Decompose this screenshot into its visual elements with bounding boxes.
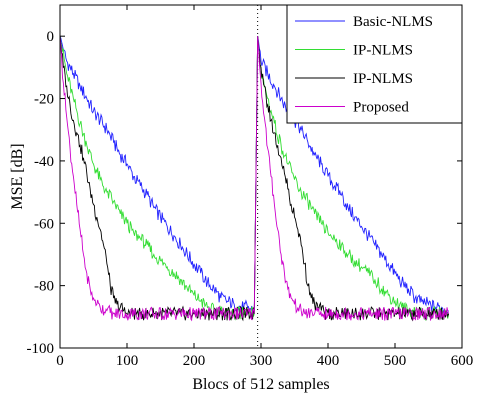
legend-label-3: Proposed [353,100,409,116]
x-tick-label-4: 400 [317,353,340,369]
x-tick-label-5: 500 [384,353,407,369]
y-tick-label-4: -80 [34,279,54,295]
x-tick-label-2: 200 [183,353,206,369]
series-line-3 [60,36,450,322]
x-tick-label-6: 600 [451,353,474,369]
x-axis-title: Blocs of 512 samples [192,376,329,393]
x-tick-label-1: 100 [116,353,139,369]
y-tick-label-2: -40 [34,154,54,170]
y-tick-label-0: 0 [47,29,55,45]
y-tick-label-3: -60 [34,216,54,232]
legend-label-0: Basic-NLMS [353,14,433,30]
axes-layer: 0 100 200 300 400 500 600 0 -20 -40 -60 -80 -100 [27,4,474,369]
legend-box [286,4,463,124]
lines-layer [60,5,450,348]
x-tick-label-3: 300 [250,353,273,369]
y-tick-label-1: -20 [34,92,54,108]
x-tick-label-0: 0 [56,353,64,369]
y-axis-title: MSE [dB] [9,143,26,209]
legend-label-1: IP-NLMS [353,43,413,59]
y-tick-label-5: -100 [27,341,55,357]
legend: Basic-NLMS IP-NLMS IP-NLMS Proposed [286,4,463,124]
series-line-2 [60,36,450,322]
legend-label-2: IP-NLMS [353,71,413,87]
